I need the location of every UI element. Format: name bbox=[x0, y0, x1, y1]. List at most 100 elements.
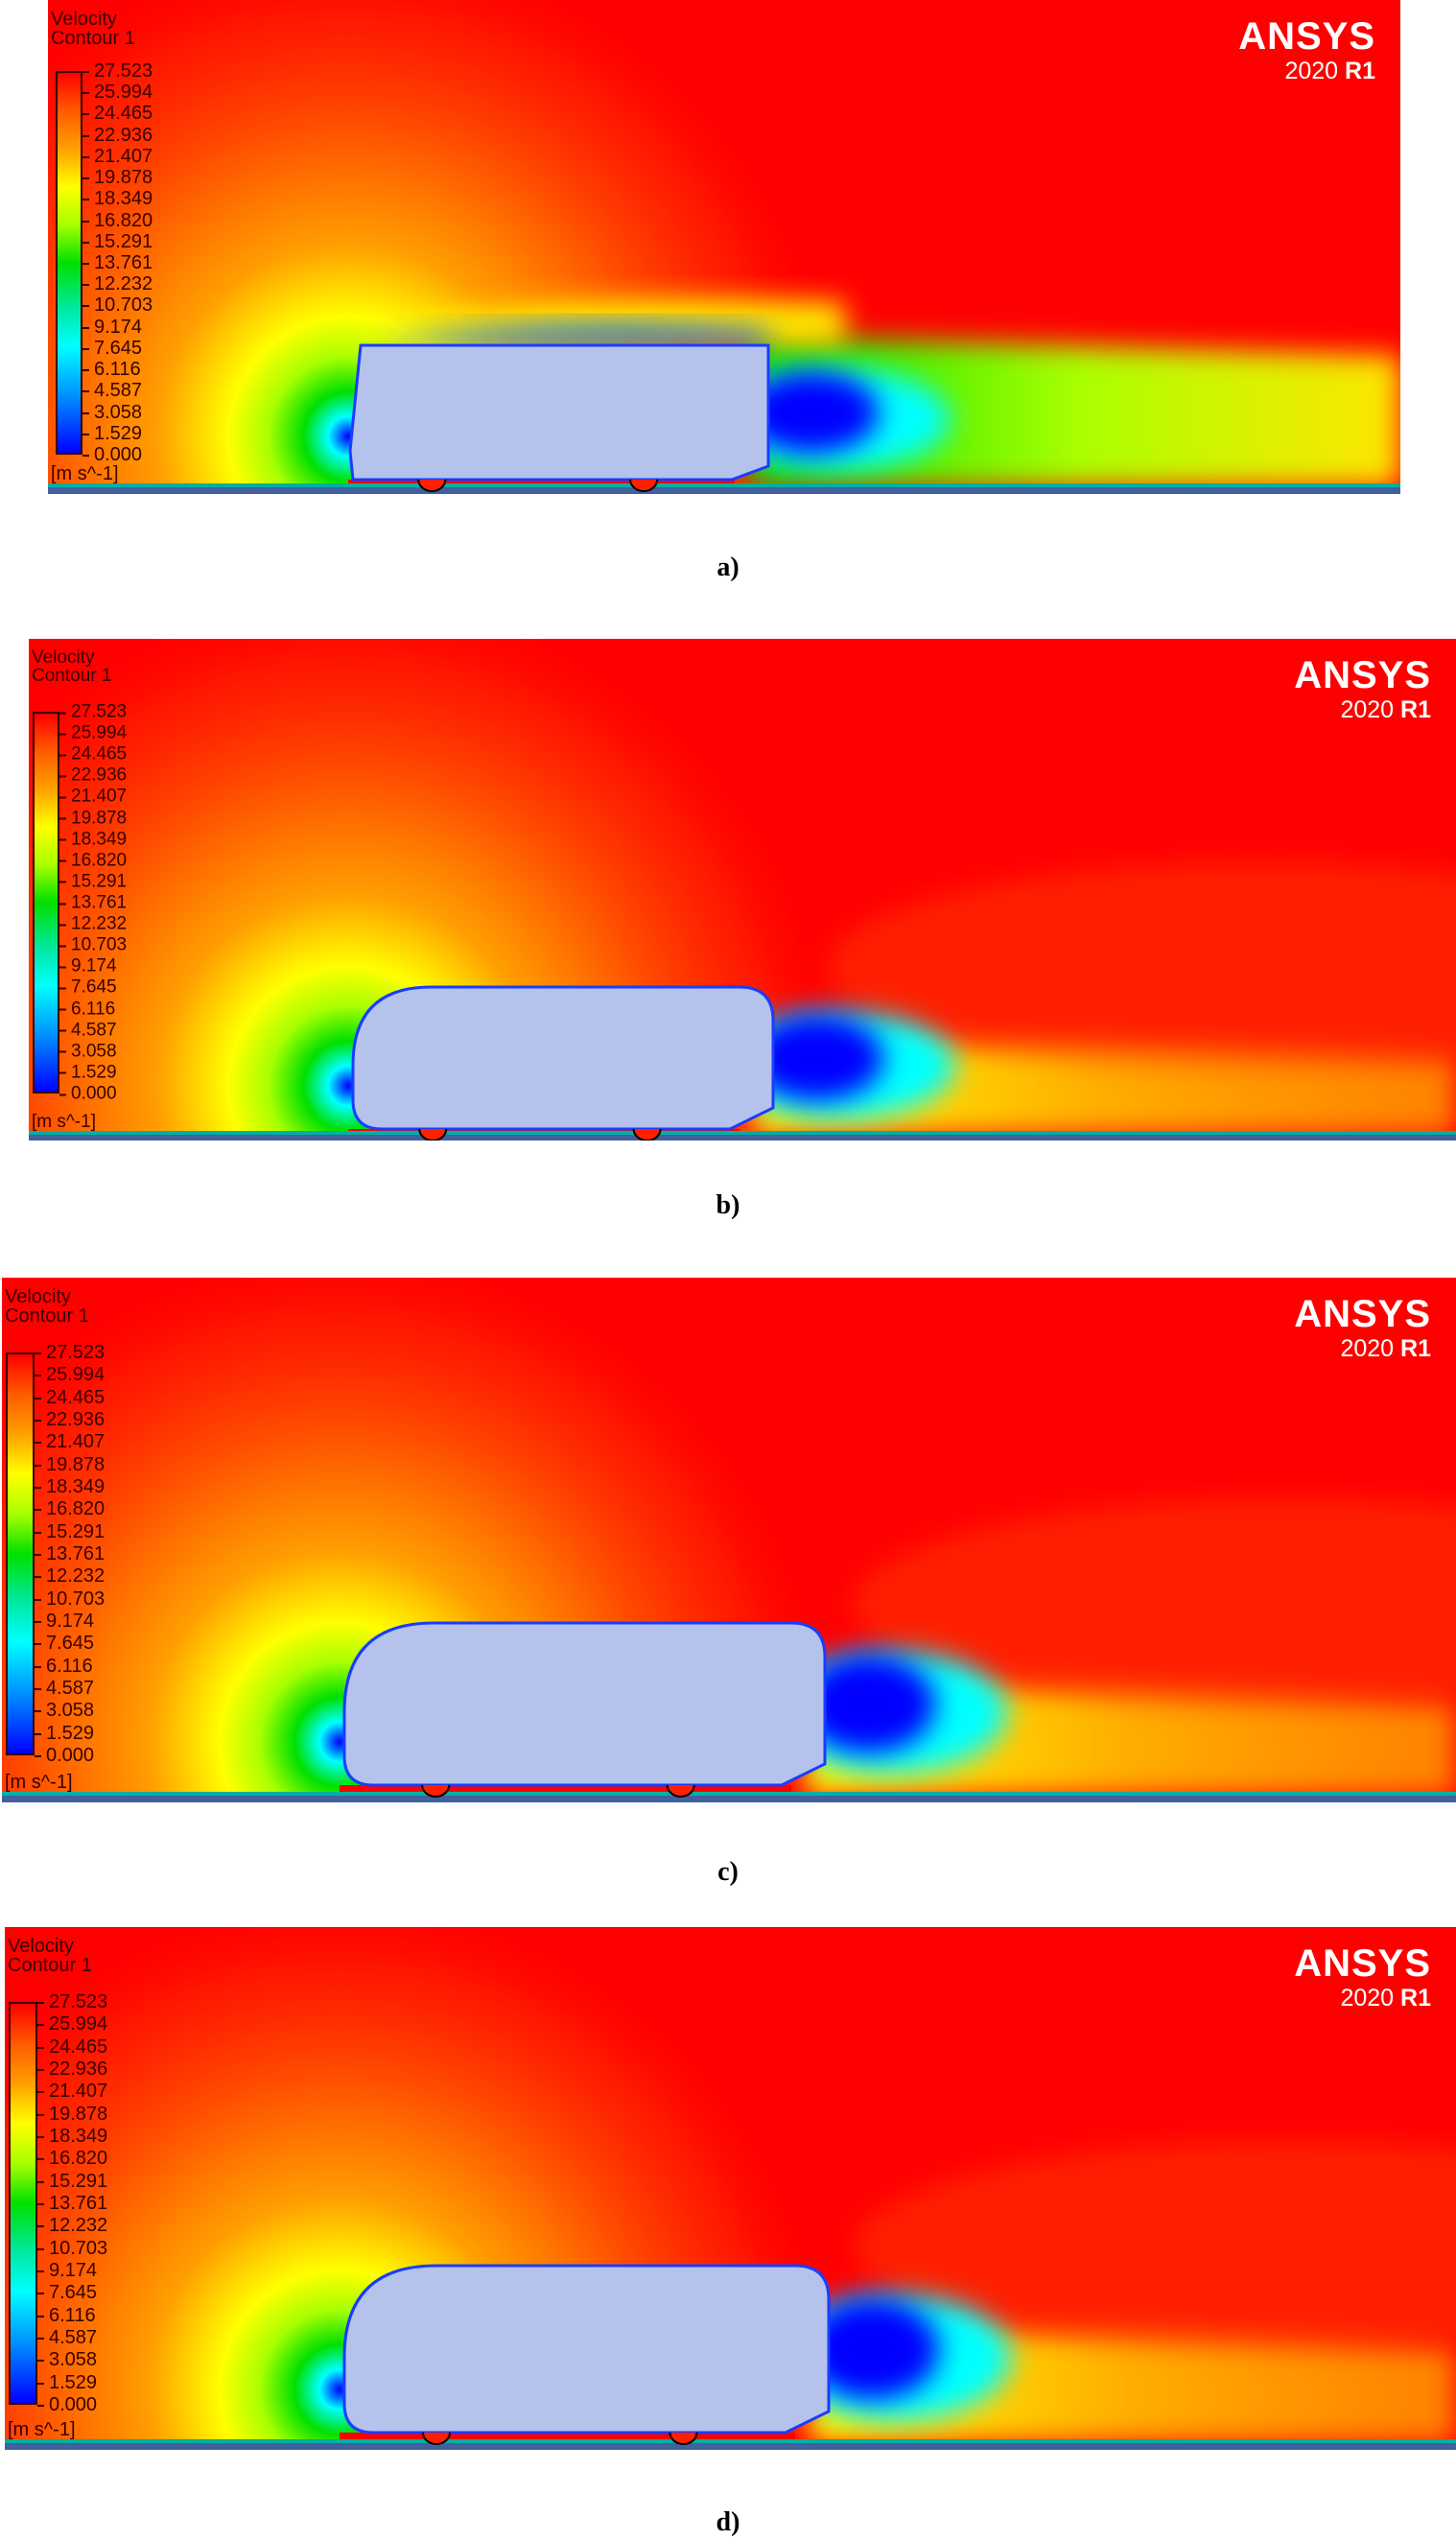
logo-version-release: R1 bbox=[1400, 1985, 1431, 2011]
color-bar-tick-label: 6.116 bbox=[59, 999, 116, 1020]
color-bar-tick-label: 25.994 bbox=[34, 1364, 106, 1386]
color-bar-tick-label: 13.761 bbox=[34, 1543, 106, 1564]
color-bar-tick-label: 12.232 bbox=[36, 2215, 108, 2237]
velocity-contour-panel: Velocity Contour 1 27.523 25.994 24.465 22.93… bbox=[29, 639, 1456, 1141]
vehicle-body bbox=[342, 2264, 831, 2434]
underbody-flow bbox=[340, 1785, 791, 1796]
panel-caption: c) bbox=[717, 1857, 739, 1887]
ground-boundary-layer bbox=[29, 1131, 1456, 1136]
flow-field bbox=[48, 0, 1400, 494]
wheel-icon bbox=[632, 1128, 662, 1141]
color-bar-tick-label: 24.465 bbox=[36, 2035, 108, 2058]
color-bar-tick-label: 13.761 bbox=[36, 2193, 108, 2214]
logo-version: 2020 R1 bbox=[1294, 1337, 1431, 1361]
legend-units: [m s^-1] bbox=[51, 463, 119, 484]
legend-contour-name: Contour 1 bbox=[32, 666, 112, 686]
color-bar-tick-label: 9.174 bbox=[59, 955, 117, 976]
panel-caption: d) bbox=[716, 2507, 740, 2537]
color-bar-tick-label: 1.529 bbox=[36, 2371, 98, 2393]
recirculation-core bbox=[744, 372, 879, 453]
ground bbox=[2, 1796, 1456, 1802]
velocity-contour-panel: Velocity Contour 1 27.523 25.994 24.465 22.93… bbox=[5, 1927, 1456, 2450]
color-bar-tick-label: 9.174 bbox=[36, 2260, 98, 2281]
color-bar-tick-label: 15.291 bbox=[34, 1520, 106, 1542]
flow-field bbox=[2, 1278, 1456, 1802]
wake-upper-zone bbox=[853, 1498, 1456, 1709]
logo-brand: ANSYS bbox=[1294, 1942, 1431, 1985]
color-bar-tick-label: 16.820 bbox=[59, 850, 128, 871]
color-bar-tick-label: 19.878 bbox=[59, 808, 128, 829]
color-bar-tick-label: 3.058 bbox=[59, 1041, 117, 1062]
color-bar-tick-label: 16.820 bbox=[82, 209, 153, 231]
ground-boundary-layer bbox=[5, 2439, 1456, 2444]
flow-field bbox=[5, 1927, 1456, 2450]
color-bar-tick-label: 1.529 bbox=[59, 1062, 117, 1083]
color-bar-tick-label: 22.936 bbox=[82, 124, 153, 146]
color-bar-tick-label: 22.936 bbox=[34, 1409, 106, 1430]
legend-variable: Velocity bbox=[5, 1286, 71, 1307]
legend-units: [m s^-1] bbox=[5, 1772, 73, 1793]
color-bar bbox=[33, 712, 59, 1094]
ansys-logo: ANSYS 2020 R1 bbox=[1238, 17, 1375, 83]
color-bar-tick-label: 1.529 bbox=[34, 1722, 95, 1744]
color-bar-tick-label: 3.058 bbox=[36, 2349, 98, 2371]
wheel-icon bbox=[421, 2432, 451, 2445]
color-bar-tick-label: 0.000 bbox=[59, 1083, 117, 1104]
wake-upper-zone bbox=[827, 862, 1456, 1073]
legend-variable: Velocity bbox=[32, 647, 95, 668]
wheel-icon bbox=[421, 1784, 451, 1798]
logo-version: 2020 R1 bbox=[1238, 59, 1375, 83]
legend-title: Velocity Contour 1 bbox=[5, 1287, 89, 1326]
logo-brand: ANSYS bbox=[1294, 1293, 1431, 1335]
recirculation-core bbox=[801, 1655, 935, 1753]
wheel-icon bbox=[418, 1128, 448, 1141]
legend-variable: Velocity bbox=[51, 9, 117, 30]
color-bar-tick-label: 4.587 bbox=[36, 2327, 98, 2348]
color-bar-tick-label: 24.465 bbox=[82, 103, 153, 125]
ansys-logo: ANSYS 2020 R1 bbox=[1294, 656, 1431, 722]
color-bar-tick-label: 25.994 bbox=[36, 2013, 108, 2035]
color-bar-tick-label: 27.523 bbox=[34, 1342, 106, 1363]
color-bar-tick-label: 18.349 bbox=[36, 2126, 108, 2147]
legend-units: [m s^-1] bbox=[8, 2419, 76, 2440]
ansys-logo: ANSYS 2020 R1 bbox=[1294, 1944, 1431, 2011]
color-bar-tick-label: 4.587 bbox=[59, 1020, 117, 1041]
logo-brand: ANSYS bbox=[1294, 654, 1431, 696]
color-bar-tick-label: 10.703 bbox=[82, 294, 153, 317]
color-bar-tick-label: 0.000 bbox=[82, 444, 143, 465]
color-bar-tick-label: 9.174 bbox=[82, 316, 143, 338]
vehicle-body bbox=[348, 343, 770, 482]
panel-caption: a) bbox=[716, 553, 740, 582]
color-bar-tick-label: 7.645 bbox=[36, 2282, 98, 2304]
color-bar-tick-label: 12.232 bbox=[82, 273, 153, 295]
ground bbox=[48, 487, 1400, 494]
ground-boundary-layer bbox=[48, 483, 1400, 488]
color-bar bbox=[56, 71, 82, 455]
color-bar-tick-label: 13.761 bbox=[82, 252, 153, 273]
color-bar-tick-label: 25.994 bbox=[82, 82, 153, 104]
logo-version-release: R1 bbox=[1345, 58, 1375, 84]
color-bar-tick-label: 0.000 bbox=[36, 2394, 98, 2415]
color-bar-tick-label: 27.523 bbox=[36, 1991, 108, 2012]
color-bar-tick-label: 25.994 bbox=[59, 722, 128, 743]
color-bar-tick-label: 16.820 bbox=[36, 2148, 108, 2170]
color-bar-tick-label: 12.232 bbox=[34, 1565, 106, 1588]
color-bar-tick-label: 10.703 bbox=[36, 2237, 108, 2259]
color-bar-tick-label: 1.529 bbox=[82, 422, 143, 444]
legend-units: [m s^-1] bbox=[32, 1112, 96, 1132]
color-bar-tick-label: 15.291 bbox=[59, 871, 128, 892]
color-bar-tick-label: 6.116 bbox=[37, 2304, 96, 2326]
color-bar-tick-label: 18.349 bbox=[34, 1476, 106, 1497]
color-bar-tick-label: 21.407 bbox=[36, 2081, 108, 2103]
color-bar-tick-label: 0.000 bbox=[34, 1745, 95, 1766]
underbody-flow bbox=[340, 2433, 795, 2443]
wake-upper-zone bbox=[855, 2141, 1456, 2352]
color-bar-tick-label: 27.523 bbox=[59, 701, 128, 722]
ground bbox=[29, 1135, 1456, 1141]
logo-version: 2020 R1 bbox=[1294, 1987, 1431, 2011]
vehicle-body bbox=[342, 1621, 827, 1787]
wheel-icon bbox=[417, 479, 447, 492]
flow-field bbox=[29, 639, 1456, 1141]
color-bar-tick-label: 24.465 bbox=[34, 1386, 106, 1408]
color-bar-tick-label: 19.878 bbox=[36, 2103, 108, 2125]
